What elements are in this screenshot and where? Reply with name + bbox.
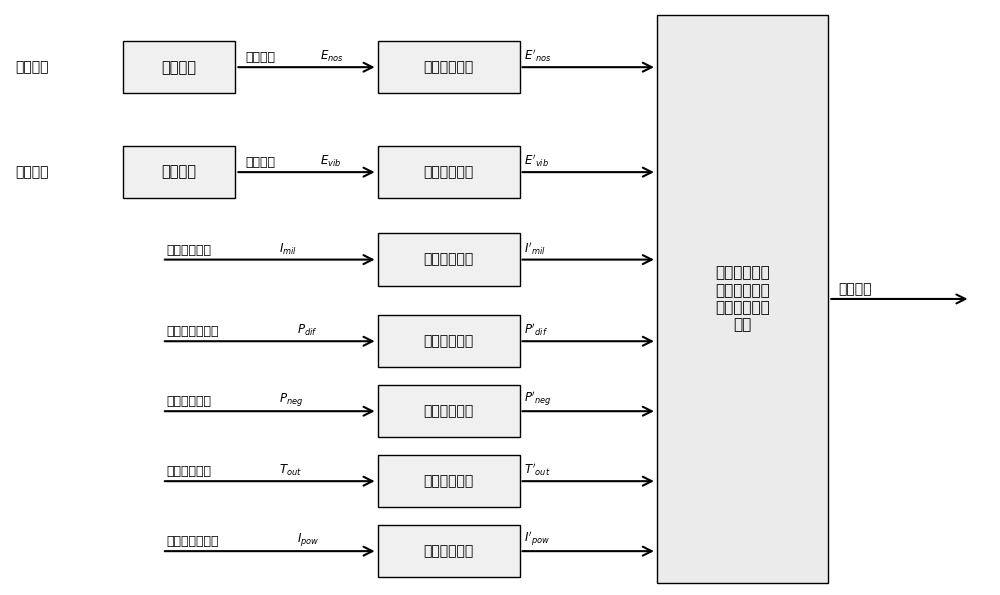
Bar: [378, 525, 520, 577]
Text: $P'_{dif}$: $P'_{dif}$: [524, 322, 549, 339]
Text: $I'_{pow}$: $I'_{pow}$: [524, 530, 551, 548]
Text: 周期滚动优化: 周期滚动优化: [423, 334, 474, 348]
Text: $E'_{vib}$: $E'_{vib}$: [524, 153, 550, 169]
Text: 噪声信号: 噪声信号: [15, 60, 48, 74]
Text: 基于周期特征
的约简最小二
乘支持向量机
模型: 基于周期特征 的约简最小二 乘支持向量机 模型: [715, 265, 770, 333]
Text: $I_{mil}$: $I_{mil}$: [279, 242, 297, 256]
Text: 周期滚动优化: 周期滚动优化: [423, 544, 474, 558]
Text: $E_{nos}$: $E_{nos}$: [320, 49, 343, 64]
Bar: [657, 15, 828, 583]
Text: 特征提取: 特征提取: [162, 60, 197, 75]
Text: 振动信号: 振动信号: [15, 165, 48, 179]
Text: $P'_{neg}$: $P'_{neg}$: [524, 390, 552, 408]
Text: 周期滚动优化: 周期滚动优化: [423, 404, 474, 418]
Bar: [378, 455, 520, 508]
Text: $I_{pow}$: $I_{pow}$: [297, 531, 320, 548]
Bar: [378, 146, 520, 198]
Text: 周期滚动优化: 周期滚动优化: [423, 253, 474, 267]
Text: 周期滚动优化: 周期滚动优化: [423, 165, 474, 179]
Text: 磨机负荷: 磨机负荷: [838, 282, 872, 296]
Bar: [123, 41, 235, 93]
Bar: [378, 385, 520, 437]
Text: 排粉机电机电流: 排粉机电机电流: [167, 536, 219, 548]
Text: 磨机电机电流: 磨机电机电流: [167, 244, 212, 256]
Text: 磨机出入口差压: 磨机出入口差压: [167, 325, 219, 339]
Text: 周期滚动优化: 周期滚动优化: [423, 474, 474, 488]
Text: $P_{dif}$: $P_{dif}$: [297, 323, 318, 339]
Text: $T'_{out}$: $T'_{out}$: [524, 462, 551, 478]
Bar: [378, 41, 520, 93]
Text: 磨机出口温度: 磨机出口温度: [167, 465, 212, 478]
Text: 磨机入口负压: 磨机入口负压: [167, 395, 212, 408]
Text: $E_{vib}$: $E_{vib}$: [320, 154, 341, 169]
Text: 特征提取: 特征提取: [162, 165, 197, 180]
Text: $P_{neg}$: $P_{neg}$: [279, 392, 303, 408]
Bar: [123, 146, 235, 198]
Bar: [378, 233, 520, 286]
Text: $I'_{mil}$: $I'_{mil}$: [524, 240, 546, 256]
Text: $T_{out}$: $T_{out}$: [279, 463, 301, 478]
Text: 磨机噪声: 磨机噪声: [245, 51, 275, 64]
Text: 周期滚动优化: 周期滚动优化: [423, 60, 474, 74]
Text: 磨机振动: 磨机振动: [245, 156, 275, 169]
Bar: [378, 315, 520, 368]
Text: $E'_{nos}$: $E'_{nos}$: [524, 48, 552, 64]
